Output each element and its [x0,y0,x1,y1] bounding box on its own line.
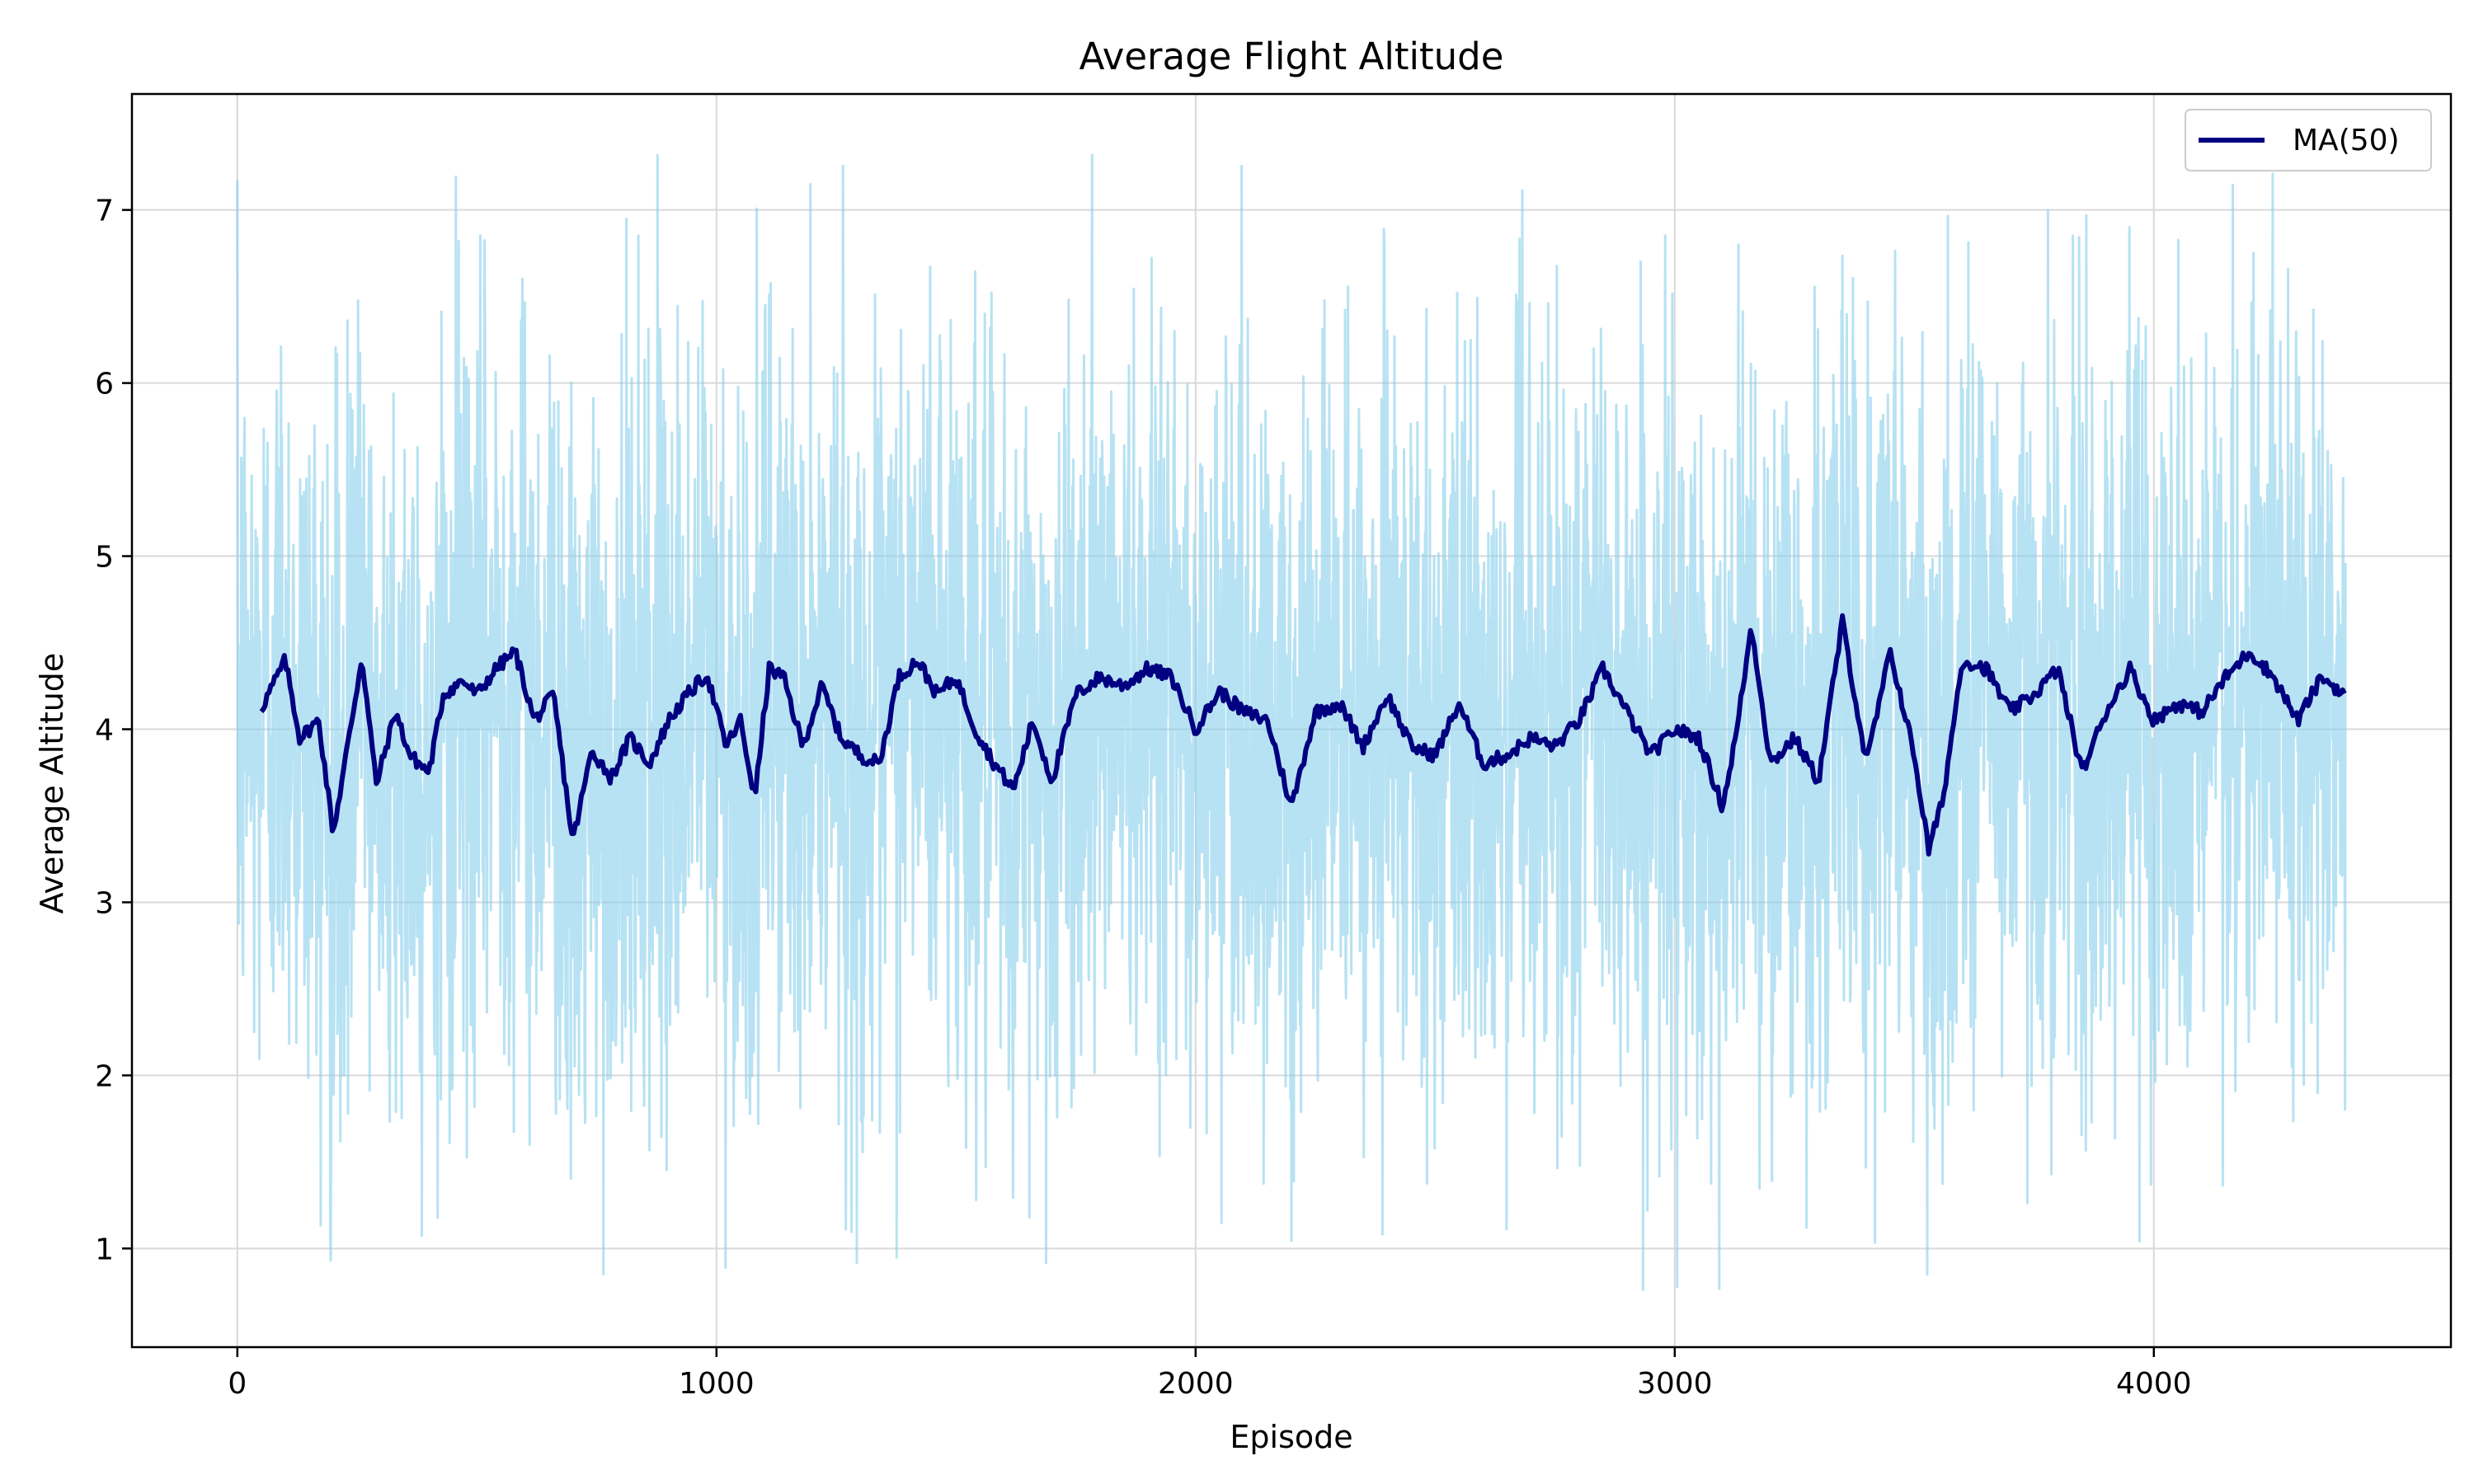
y-axis-label: Average Altitude [34,653,70,914]
x-tick-label: 2000 [1158,1367,1234,1401]
legend-label-ma: MA(50) [2293,124,2400,157]
axis-ticks: 0 1000 2000 3000 4000 1 2 3 4 5 6 7 [95,195,2192,1401]
legend-box [2185,109,2432,171]
y-tick-label: 6 [95,368,114,402]
x-axis-label: Episode [1230,1419,1352,1455]
raw-series-layer [236,153,2347,1292]
y-tick-label: 7 [95,195,114,228]
y-tick-label: 1 [95,1233,114,1266]
x-tick-label: 0 [228,1367,247,1401]
moving-average-layer [259,613,2347,857]
plot-frame [130,92,2453,1349]
y-tick-label: 2 [95,1059,114,1093]
x-tick-label: 1000 [679,1367,755,1401]
x-tick-label: 4000 [2116,1367,2192,1401]
y-tick-label: 4 [95,713,114,747]
legend: MA(50) [2185,109,2432,171]
y-tick-label: 5 [95,541,114,575]
ma-series-line [259,613,2347,857]
chart-title: Average Flight Altitude [1079,35,1504,78]
y-tick-label: 3 [95,886,114,920]
x-tick-label: 3000 [1637,1367,1713,1401]
raw-series-line [236,153,2347,1292]
